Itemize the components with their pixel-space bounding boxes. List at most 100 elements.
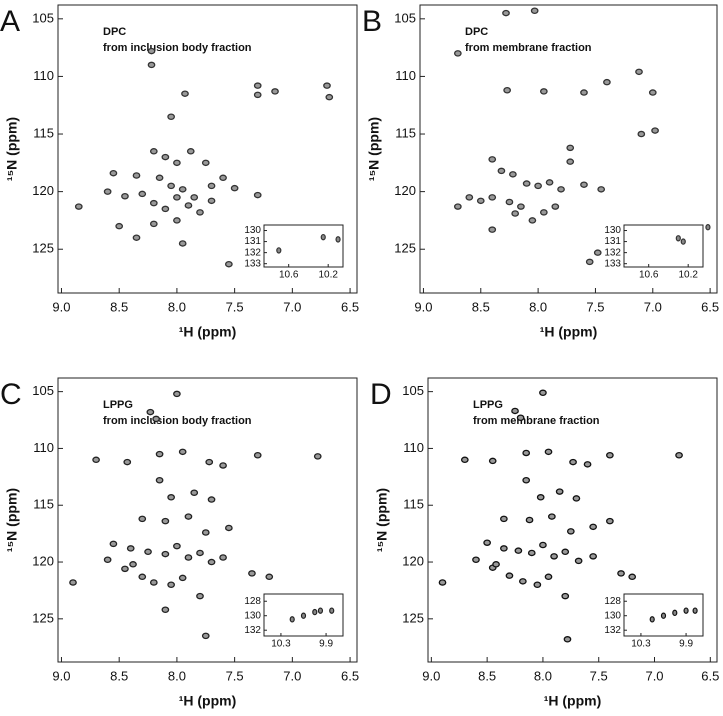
y-tick-label: 120 — [394, 183, 416, 198]
inset-peak — [692, 607, 698, 614]
peak — [544, 448, 553, 456]
peak — [566, 144, 575, 152]
peak — [574, 557, 583, 565]
peak — [528, 217, 537, 224]
panel-letter: C — [0, 378, 22, 411]
x-tick-label: 7.0 — [283, 299, 301, 314]
inset-x-tick-label: 10.6 — [639, 270, 659, 281]
y-axis-label: ¹⁵N (ppm) — [4, 117, 20, 181]
peak — [196, 549, 204, 557]
peak — [606, 517, 614, 525]
peak — [230, 184, 239, 192]
peak — [563, 636, 572, 643]
x-axis-label: ¹H (ppm) — [544, 693, 602, 709]
y-tick-label: 105 — [402, 383, 424, 398]
y-tick-label: 110 — [33, 440, 54, 455]
plot-frame — [57, 377, 358, 663]
inset-x-tick-label: 9.9 — [319, 639, 333, 650]
peak — [152, 415, 160, 423]
peak — [533, 581, 542, 589]
y-tick-label: 125 — [32, 610, 54, 625]
inset-peak — [705, 224, 711, 231]
peak — [109, 169, 118, 177]
inset-peak — [672, 609, 678, 617]
inset-peak — [320, 233, 326, 241]
inset-frame — [623, 224, 704, 268]
peak — [173, 217, 181, 224]
plot-frame — [427, 377, 718, 663]
peak — [472, 556, 480, 564]
peak — [138, 573, 147, 581]
peak — [492, 561, 500, 568]
peak — [225, 260, 233, 268]
peak — [155, 174, 164, 182]
inset-peak — [680, 238, 686, 245]
y-tick-label: 105 — [32, 383, 54, 398]
peak — [518, 578, 527, 585]
peak — [167, 581, 175, 589]
peak — [161, 153, 170, 161]
x-axis-label: ¹H (ppm) — [540, 324, 598, 340]
peak — [186, 148, 195, 155]
peak — [536, 494, 545, 501]
y-axis-label: ¹⁵N (ppm) — [374, 488, 390, 552]
peak — [502, 9, 510, 17]
peak — [219, 554, 227, 561]
peak — [196, 209, 204, 216]
peak — [580, 89, 588, 96]
peak — [548, 513, 556, 520]
peak — [184, 513, 193, 520]
peak — [178, 240, 187, 247]
peak — [132, 234, 141, 241]
peak — [514, 547, 523, 554]
peak — [539, 541, 547, 549]
x-tick-label: 9.0 — [52, 668, 70, 683]
peak — [149, 220, 158, 228]
y-tick-label: 105 — [32, 10, 54, 25]
peak — [103, 188, 112, 195]
x-tick-label: 8.0 — [534, 668, 552, 683]
peak — [173, 159, 181, 167]
peak — [438, 579, 447, 586]
peak — [190, 489, 199, 496]
peak — [146, 408, 155, 416]
plot-frame — [419, 4, 718, 294]
inset-x-tick-label: 10.3 — [631, 639, 651, 650]
peak — [167, 494, 175, 501]
peak — [253, 451, 262, 459]
peak — [488, 226, 497, 233]
x-tick-label: 9.0 — [52, 299, 70, 314]
peak — [453, 203, 462, 210]
inset-y-tick-label: 132 — [244, 247, 261, 258]
y-tick-label: 115 — [33, 125, 54, 140]
x-tick-label: 6.5 — [341, 299, 359, 314]
x-tick-label: 6.5 — [701, 668, 719, 683]
peak — [121, 192, 129, 200]
peak — [219, 462, 227, 469]
y-tick-label: 110 — [403, 440, 424, 455]
x-tick-label: 8.0 — [529, 299, 547, 314]
peak — [149, 148, 158, 155]
peak — [207, 197, 216, 205]
peak — [161, 606, 170, 613]
x-tick-label: 7.0 — [644, 299, 662, 314]
peak — [123, 458, 132, 466]
peak — [69, 579, 77, 586]
x-tick-label: 8.0 — [168, 668, 186, 683]
peak — [522, 476, 531, 484]
peak — [675, 451, 683, 459]
y-axis-label: ¹⁵N (ppm) — [366, 117, 382, 181]
peak — [138, 190, 147, 198]
peak — [617, 570, 625, 577]
peak — [313, 453, 322, 460]
inset-peak — [300, 612, 307, 619]
peak — [126, 545, 135, 552]
peak — [550, 553, 558, 560]
panel-subtitle: from inclusion body fraction — [103, 415, 252, 427]
inset-peak — [329, 607, 335, 614]
peak — [525, 516, 534, 524]
x-tick-label: 7.0 — [283, 668, 301, 683]
peak — [147, 47, 156, 55]
y-tick-label: 115 — [395, 125, 416, 140]
